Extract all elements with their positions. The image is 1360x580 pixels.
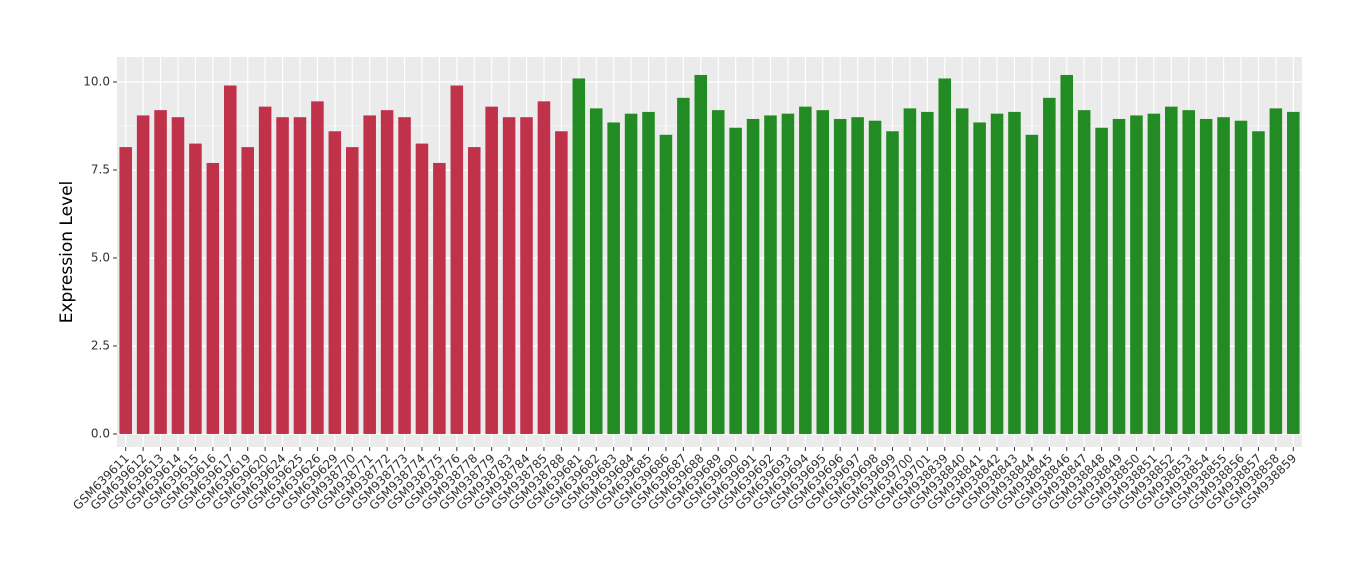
bar [642, 111, 655, 434]
bar [1095, 127, 1108, 434]
bar [833, 118, 847, 434]
bar [345, 147, 359, 434]
bar [363, 115, 376, 434]
y-tick-label: 2.5 [91, 338, 110, 352]
bar [311, 101, 324, 434]
bar [380, 110, 394, 434]
bar [921, 111, 934, 434]
bar [1269, 108, 1283, 434]
bar [1165, 106, 1178, 434]
bar [607, 122, 620, 434]
bar [1043, 97, 1056, 434]
bar [467, 147, 481, 434]
bar [537, 101, 551, 434]
bar [1217, 117, 1230, 434]
bar [764, 115, 777, 434]
bar [293, 117, 307, 434]
bar [589, 108, 603, 434]
bar [223, 85, 237, 434]
bar [1008, 111, 1021, 434]
bar [1287, 111, 1300, 434]
bar [258, 106, 272, 434]
bar [450, 85, 464, 434]
bar [154, 110, 167, 434]
bar [938, 78, 952, 434]
bar [572, 78, 586, 434]
bar [624, 113, 638, 434]
bar [520, 117, 533, 434]
bar [1060, 74, 1074, 434]
bar [746, 118, 760, 434]
bar [711, 110, 725, 434]
bar [955, 108, 969, 434]
bar [415, 143, 429, 434]
bar [1182, 110, 1196, 434]
bar [990, 113, 1004, 434]
bar [1112, 118, 1126, 434]
bar [1147, 113, 1161, 434]
bar [1234, 120, 1248, 434]
bar [816, 110, 830, 434]
bar [171, 117, 185, 434]
bar [729, 127, 742, 434]
bar [241, 147, 254, 434]
bar [119, 147, 132, 434]
bar [1025, 134, 1039, 434]
bar [781, 113, 795, 434]
bar [973, 122, 986, 434]
y-tick-label: 0.0 [91, 426, 110, 440]
bar [398, 117, 411, 434]
bar [851, 117, 864, 434]
bar [799, 106, 812, 434]
bar [485, 106, 498, 434]
bar [555, 131, 568, 434]
bar [1130, 115, 1143, 434]
bar [1252, 131, 1265, 434]
bar [502, 117, 516, 434]
bar [433, 162, 446, 434]
bar [1199, 118, 1213, 434]
y-tick-label: 5.0 [91, 250, 110, 264]
bar [886, 131, 899, 434]
bar [659, 134, 673, 434]
bar [1077, 110, 1091, 434]
y-tick-label: 7.5 [91, 162, 110, 176]
bar [694, 74, 708, 434]
y-tick-label: 10.0 [83, 74, 110, 88]
bar [677, 97, 690, 434]
bar [206, 162, 220, 434]
bar [328, 131, 342, 434]
bar [276, 117, 289, 434]
y-axis-title: Expression Level [57, 181, 77, 324]
bar [868, 120, 882, 434]
bar [136, 115, 150, 434]
bar [189, 143, 202, 434]
bar [903, 108, 917, 434]
